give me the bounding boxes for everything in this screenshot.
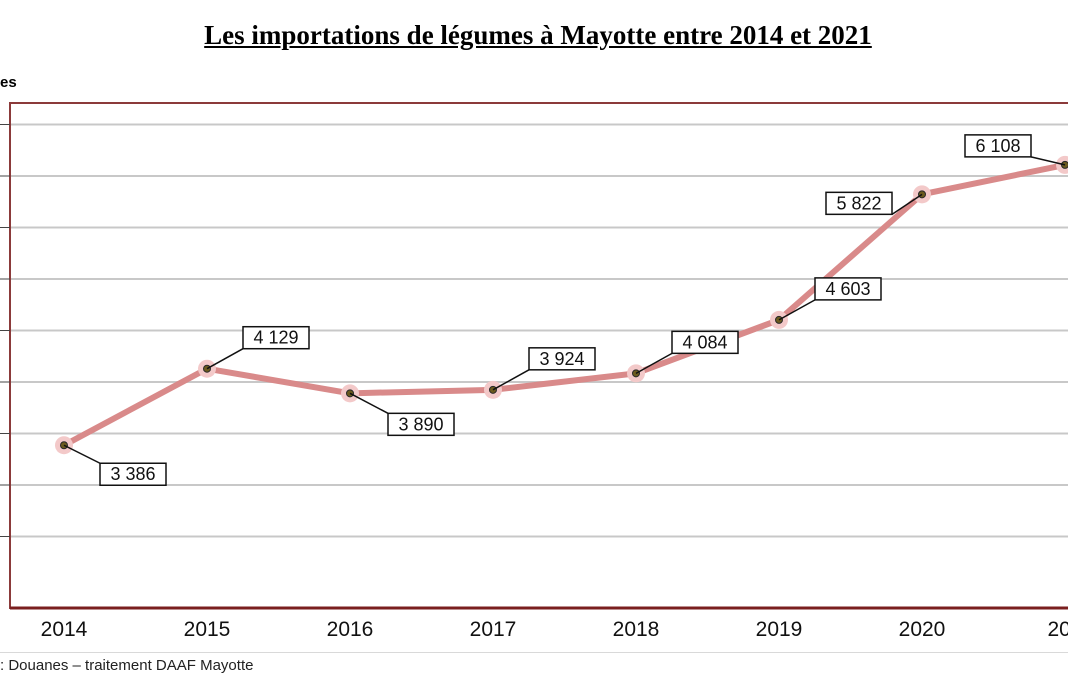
data-label: 5 822 bbox=[836, 193, 881, 213]
data-label: 4 084 bbox=[682, 332, 727, 352]
chart-title: Les importations de légumes à Mayotte en… bbox=[204, 20, 872, 50]
x-tick-label: 2020 bbox=[899, 618, 946, 641]
data-label-box bbox=[99, 462, 167, 486]
x-tick-label: 2019 bbox=[756, 618, 803, 641]
data-label-leader bbox=[891, 193, 923, 215]
data-label-leader bbox=[349, 392, 389, 414]
axes: 2014 2015 2016 2017 2018 2019 2020 202 bbox=[0, 102, 1068, 641]
data-label-box bbox=[964, 134, 1032, 158]
data-label-box bbox=[242, 325, 310, 350]
data-label-leader bbox=[63, 444, 101, 464]
data-label-leader bbox=[778, 299, 816, 321]
data-label: 4 603 bbox=[825, 279, 870, 299]
data-label-box bbox=[387, 412, 455, 437]
data-label-box bbox=[825, 191, 893, 216]
data-labels: 3 386 4 129 3 890 3 924 4 084 4 603 5 822 6 108 bbox=[63, 134, 1066, 486]
x-tick-label: 2017 bbox=[470, 618, 517, 641]
data-label-leader bbox=[635, 352, 673, 375]
line-chart: 2014 2015 2016 2017 2018 2019 2020 202 3 386 4 1… bbox=[0, 102, 1068, 641]
data-label: 3 924 bbox=[539, 349, 584, 369]
series-polyline bbox=[61, 161, 1068, 449]
data-label: 6 108 bbox=[975, 136, 1020, 156]
x-tick-label: 2014 bbox=[41, 618, 88, 641]
data-label: 3 890 bbox=[398, 414, 443, 434]
x-tick-label: 2015 bbox=[184, 618, 231, 641]
grid-lines bbox=[10, 123, 1068, 538]
data-label-leader bbox=[206, 348, 244, 370]
source-divider bbox=[0, 652, 1068, 653]
data-label: 4 129 bbox=[253, 328, 298, 348]
y-axis-unit-label: es bbox=[0, 74, 17, 91]
x-tick-label: 2016 bbox=[327, 618, 374, 641]
data-label: 3 386 bbox=[110, 464, 155, 484]
data-label-leader bbox=[492, 369, 530, 391]
series-line bbox=[55, 155, 1068, 455]
data-label-box bbox=[814, 277, 882, 301]
x-tick-label: 202 bbox=[1047, 618, 1068, 641]
data-label-box bbox=[671, 330, 739, 355]
data-label-box bbox=[528, 347, 596, 371]
x-tick-label: 2018 bbox=[613, 618, 660, 641]
data-label-leader bbox=[1030, 156, 1066, 166]
source-note: : Douanes – traitement DAAF Mayotte bbox=[0, 657, 254, 674]
